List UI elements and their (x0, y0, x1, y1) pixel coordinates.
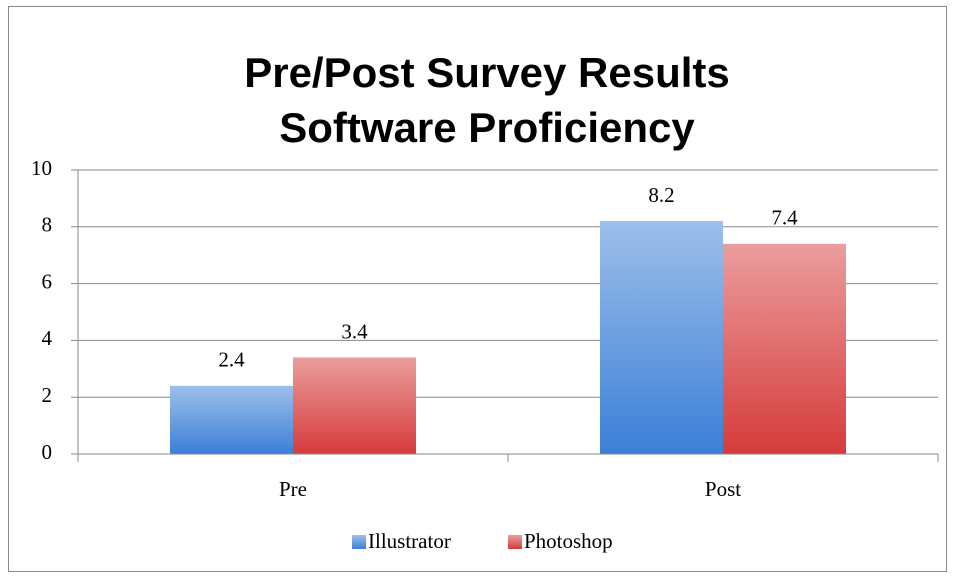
bar (723, 243, 846, 454)
y-tick-label: 2 (42, 383, 53, 407)
legend-swatch (508, 535, 522, 549)
x-tick-label: Post (705, 477, 741, 501)
y-tick-label: 4 (42, 326, 53, 350)
y-tick-label: 6 (42, 269, 53, 293)
legend-swatch (352, 535, 366, 549)
bar (170, 385, 293, 454)
chart-title: Software Proficiency (279, 104, 695, 151)
y-tick-label: 10 (31, 156, 52, 180)
y-tick-label: 8 (42, 213, 53, 237)
bar (600, 221, 723, 454)
legend-label: Photoshop (524, 529, 613, 553)
data-label: 3.4 (341, 319, 368, 343)
data-label: 7.4 (771, 206, 798, 230)
bar (293, 357, 416, 454)
y-tick-label: 0 (42, 440, 53, 464)
x-tick-label: Pre (279, 477, 307, 501)
data-label: 8.2 (648, 183, 674, 207)
data-label: 2.4 (218, 348, 245, 372)
legend-label: Illustrator (368, 529, 451, 553)
chart-title: Pre/Post Survey Results (244, 49, 730, 96)
